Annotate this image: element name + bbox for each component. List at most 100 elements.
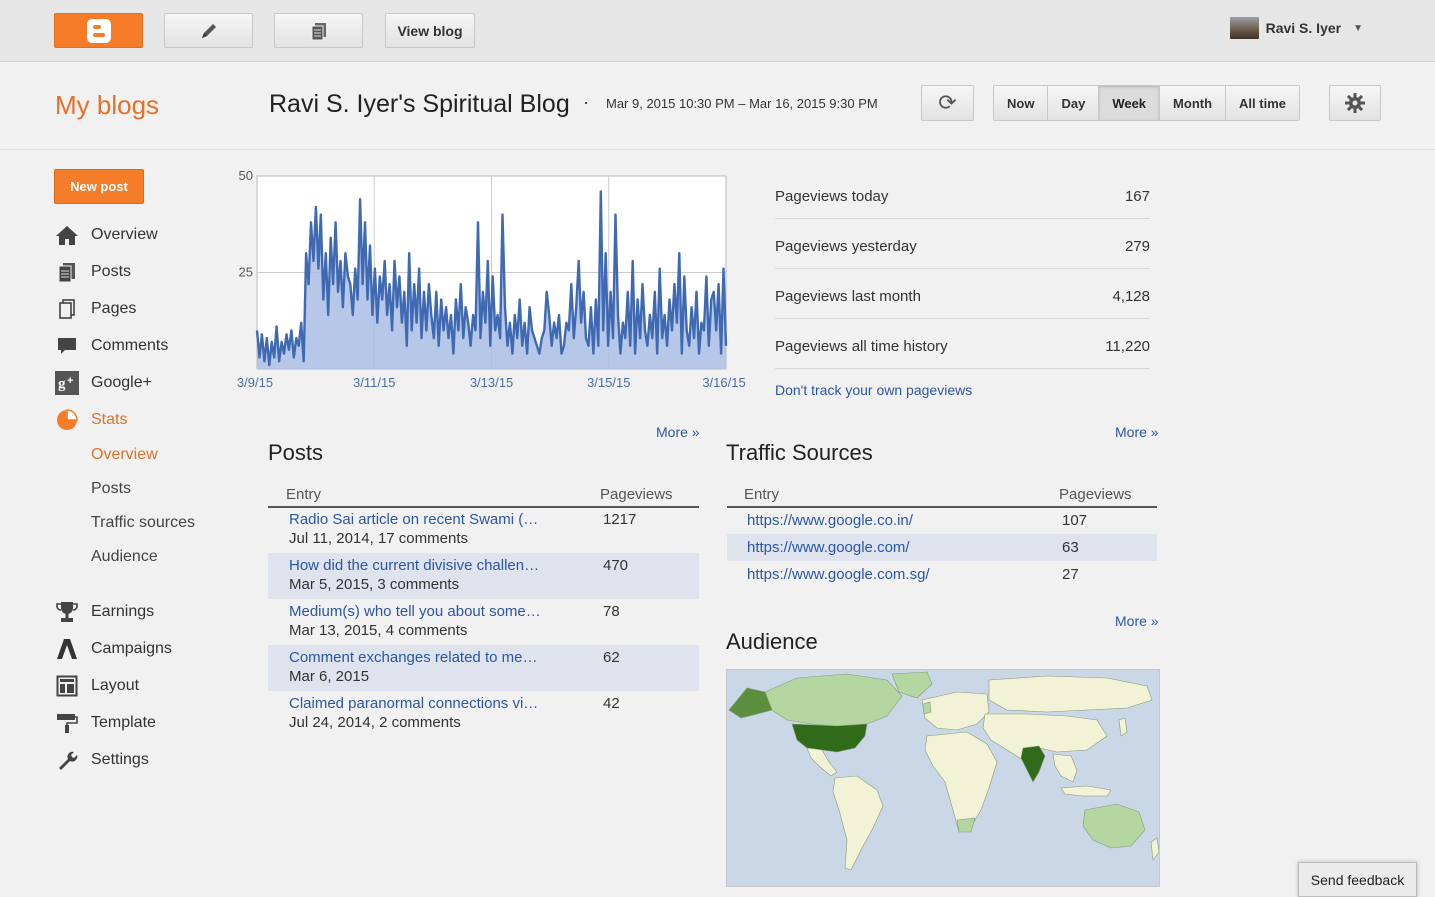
- range-day-button[interactable]: Day: [1048, 86, 1100, 120]
- sidebar-item-label: Google+: [91, 374, 152, 391]
- audience-more-link[interactable]: More »: [1115, 613, 1159, 629]
- sidebar-item-comments[interactable]: Comments: [54, 333, 168, 359]
- sidebar-item-label: Pages: [91, 300, 137, 317]
- avatar: [1229, 17, 1259, 39]
- stats-sub-overview[interactable]: Overview: [91, 446, 158, 463]
- map-indonesia: [1060, 785, 1112, 797]
- sidebar-item-layout[interactable]: Layout: [54, 673, 139, 699]
- range-now-button[interactable]: Now: [994, 86, 1049, 120]
- col-pageviews: Pageviews: [600, 486, 673, 503]
- send-feedback-button[interactable]: Send feedback: [1298, 862, 1417, 897]
- view-blog-button[interactable]: View blog: [385, 13, 475, 48]
- new-post-pencil-button[interactable]: [164, 13, 253, 48]
- refresh-icon: ⟳: [938, 90, 957, 115]
- posts-list-button[interactable]: [274, 13, 363, 48]
- post-meta: Mar 5, 2015, 3 comments: [289, 576, 460, 593]
- stat-label: Pageviews today: [775, 188, 889, 205]
- sidebar-item-settings[interactable]: Settings: [54, 747, 149, 773]
- new-post-button[interactable]: New post: [54, 169, 144, 204]
- sidebar-item-label: Posts: [91, 263, 132, 280]
- sidebar-item-label: Comments: [91, 337, 169, 354]
- table-row: Radio Sai article on recent Swami (… Jul…: [268, 507, 699, 553]
- svg-text:g: g: [58, 376, 66, 392]
- map-new-zealand: [1150, 837, 1159, 861]
- sidebar-item-stats[interactable]: Stats: [54, 407, 127, 433]
- gear-icon: [1345, 93, 1365, 113]
- blog-title: Ravi S. Iyer's Spiritual Blog: [269, 90, 570, 118]
- traffic-more-link[interactable]: More »: [1115, 424, 1159, 440]
- sidebar-item-label: Settings: [91, 751, 149, 768]
- audience-world-map[interactable]: [726, 669, 1160, 887]
- traffic-source-link[interactable]: https://www.google.co.in/: [747, 512, 913, 529]
- wrench-icon: [54, 748, 80, 772]
- sidebar-item-posts[interactable]: Posts: [54, 259, 131, 285]
- post-meta: Mar 13, 2015, 4 comments: [289, 622, 468, 639]
- traffic-pageviews: 63: [1062, 539, 1079, 556]
- sidebar-item-template[interactable]: Template: [54, 710, 156, 736]
- post-title-link[interactable]: Medium(s) who tell you about some…: [289, 603, 541, 620]
- sidebar-item-overview[interactable]: Overview: [54, 222, 158, 248]
- post-title-link[interactable]: How did the current divisive challen…: [289, 557, 540, 574]
- traffic-pageviews: 27: [1062, 566, 1079, 583]
- my-blogs-link[interactable]: My blogs: [55, 90, 160, 120]
- chart-x-tick-label: 3/13/15: [470, 375, 513, 390]
- traffic-source-link[interactable]: https://www.google.com/: [747, 539, 910, 556]
- map-mexico: [806, 747, 838, 777]
- stat-pageviews-all-time: Pageviews all time history 11,220: [775, 319, 1150, 369]
- map-india: [1020, 745, 1046, 783]
- stats-sub-audience[interactable]: Audience: [91, 548, 158, 565]
- traffic-pageviews: 107: [1062, 512, 1088, 529]
- post-pageviews: 78: [603, 603, 620, 620]
- sidebar-item-campaigns[interactable]: Campaigns: [54, 636, 172, 662]
- world-map-graphic: [728, 671, 1159, 871]
- sidebar-item-pages[interactable]: Pages: [54, 296, 136, 322]
- home-icon: [54, 223, 80, 247]
- blogger-logo-icon: [86, 18, 111, 43]
- chart-x-tick-label: 3/11/15: [353, 375, 395, 390]
- posts-more-link[interactable]: More »: [656, 424, 700, 440]
- template-roller-icon: [54, 711, 80, 735]
- blogger-logo-button[interactable]: [54, 13, 143, 48]
- pencil-icon: [201, 23, 216, 38]
- col-entry: Entry: [744, 486, 780, 503]
- post-title-link[interactable]: Radio Sai article on recent Swami (…: [289, 511, 539, 528]
- user-menu[interactable]: Ravi S. Iyer ▼: [1229, 17, 1363, 39]
- post-title-link[interactable]: Claimed paranormal connections vi…: [289, 695, 539, 712]
- chart-area-fill: [257, 191, 726, 369]
- table-row: Medium(s) who tell you about some… Mar 1…: [268, 599, 699, 645]
- sidebar-item-label: Template: [91, 714, 156, 731]
- sidebar-item-label: Overview: [91, 226, 158, 243]
- sidebar-item-google-plus[interactable]: g + Google+: [54, 370, 152, 396]
- posts-section-title: Posts: [268, 440, 324, 465]
- range-week-button[interactable]: Week: [1099, 86, 1161, 120]
- table-row: Claimed paranormal connections vi… Jul 2…: [268, 691, 699, 737]
- refresh-button[interactable]: ⟳: [921, 85, 974, 121]
- sidebar-item-label: Stats: [91, 411, 128, 428]
- stat-pageviews-today: Pageviews today 167: [775, 169, 1150, 219]
- map-south-africa: [956, 817, 976, 833]
- chevron-down-icon: ▼: [1353, 22, 1363, 34]
- dont-track-link[interactable]: Don't track your own pageviews: [775, 382, 973, 398]
- range-all-time-button[interactable]: All time: [1226, 86, 1299, 120]
- traffic-source-link[interactable]: https://www.google.com.sg/: [747, 566, 930, 583]
- top-bar: View blog Ravi S. Iyer ▼: [0, 0, 1435, 62]
- range-month-button[interactable]: Month: [1160, 86, 1227, 120]
- post-pageviews: 1217: [603, 511, 637, 528]
- campaigns-icon: [54, 637, 80, 661]
- posts-icon: [54, 260, 80, 284]
- col-entry: Entry: [286, 486, 322, 503]
- table-row: https://www.google.com/ 63: [727, 534, 1157, 561]
- stats-pie-icon: [54, 408, 80, 432]
- stats-sub-posts[interactable]: Posts: [91, 480, 132, 497]
- chart-series-line: [255, 190, 728, 367]
- traffic-table-header: Entry Pageviews: [727, 480, 1157, 508]
- pages-icon: [54, 297, 80, 321]
- stat-label: Pageviews yesterday: [775, 238, 917, 255]
- stats-sub-traffic-sources[interactable]: Traffic sources: [91, 514, 196, 531]
- post-title-link[interactable]: Comment exchanges related to me…: [289, 649, 538, 666]
- settings-gear-button[interactable]: [1329, 85, 1381, 121]
- map-greenland: [891, 671, 933, 699]
- stat-value: 11,220: [1105, 338, 1150, 355]
- sidebar-item-earnings[interactable]: Earnings: [54, 599, 154, 625]
- map-russia: [988, 675, 1153, 713]
